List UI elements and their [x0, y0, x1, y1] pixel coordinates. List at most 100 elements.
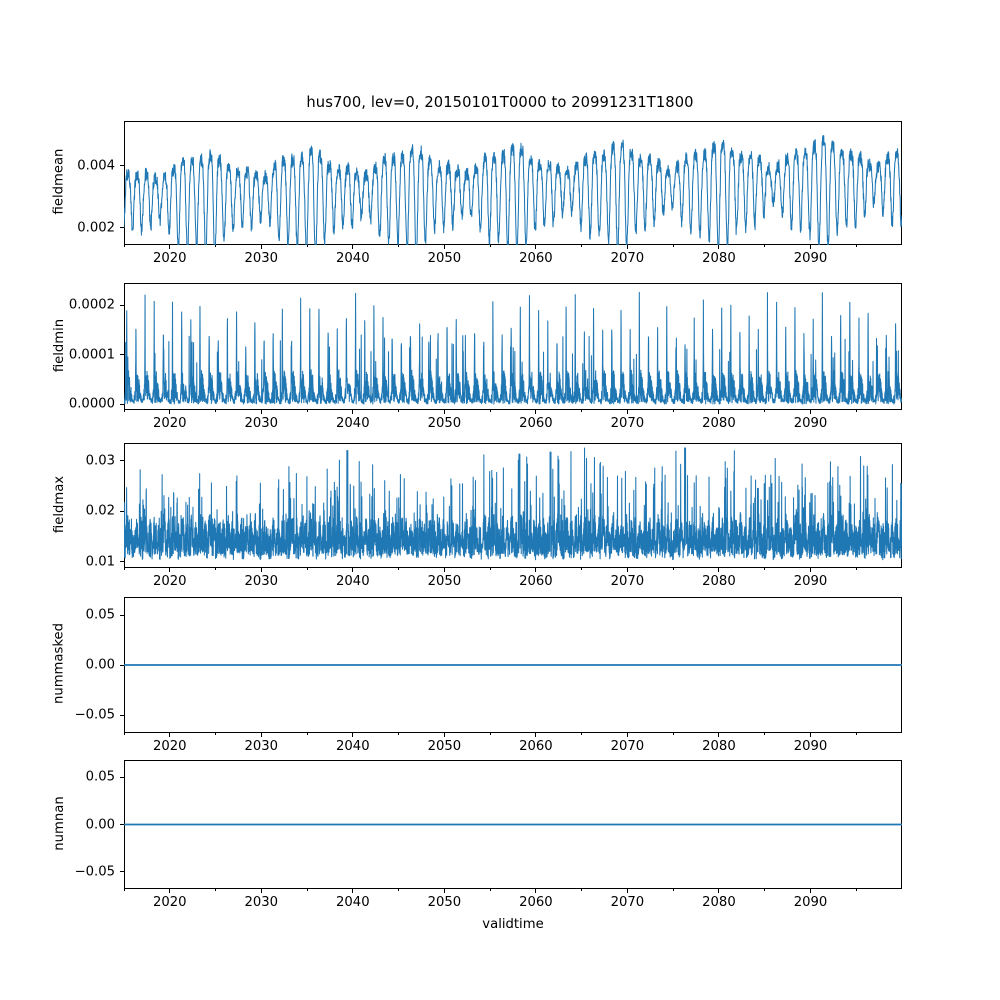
xtick-mark [535, 568, 537, 572]
xtick-mark [809, 245, 812, 249]
xtick-minor-mark [306, 568, 308, 571]
xtick-mark [260, 733, 262, 737]
xtick-minor-mark [398, 245, 400, 248]
xtick-label: 2050 [427, 574, 462, 589]
xtick-label: 2090 [793, 574, 828, 589]
xtick-label: 2020 [152, 574, 187, 589]
ytick-label-nummasked: 0.05 [85, 607, 115, 623]
xtick-label: 2050 [427, 895, 462, 910]
xtick-mark [809, 889, 812, 893]
xtick-mark [352, 568, 354, 572]
xtick-mark [352, 245, 354, 249]
subplot-nummasked [124, 597, 902, 733]
xtick-minor-mark [489, 889, 491, 892]
xtick-minor-mark [489, 410, 491, 413]
xtick-label: 2050 [427, 739, 462, 754]
xtick-label: 2020 [152, 251, 187, 266]
xtick-label: 2040 [336, 251, 370, 266]
xtick-mark [260, 410, 262, 414]
xtick-minor-mark [764, 733, 766, 736]
xtick-label: 2090 [793, 251, 828, 266]
xtick-minor-mark [398, 889, 400, 892]
xtick-minor-mark [398, 410, 400, 413]
ytick-mark-fieldmean [120, 227, 124, 229]
xtick-mark [626, 733, 628, 737]
figure-title: hus700, lev=0, 20150101T0000 to 20991231… [306, 94, 694, 111]
xtick-minor-mark [215, 889, 217, 892]
xtick-mark [718, 410, 720, 414]
data-line-fieldmean [124, 135, 902, 245]
xtick-mark [352, 733, 354, 737]
xtick-mark [169, 568, 171, 572]
xtick-minor-mark [672, 889, 674, 892]
xtick-mark [443, 733, 445, 737]
xtick-label: 2080 [702, 574, 736, 589]
xtick-minor-mark [581, 245, 583, 248]
xtick-minor-mark [306, 733, 308, 736]
ytick-label-fieldmin: 0.0001 [68, 347, 115, 363]
xtick-label: 2060 [519, 739, 553, 754]
xtick-label: 2040 [336, 574, 370, 589]
ytick-label-nummasked: −0.05 [74, 707, 115, 723]
ytick-mark-fieldmean [120, 165, 124, 167]
xtick-minor-mark [398, 733, 400, 736]
xtick-minor-mark [489, 245, 491, 248]
ytick-label-nummasked: 0.00 [85, 657, 115, 673]
xtick-label: 2050 [427, 416, 462, 431]
xtick-label: 2030 [244, 739, 279, 754]
xtick-mark [535, 889, 537, 893]
xtick-label: 2090 [793, 739, 828, 754]
xtick-minor-mark [855, 733, 857, 736]
xtick-minor-mark [581, 568, 583, 571]
ytick-label-fieldmax: 0.03 [85, 453, 115, 469]
data-line-numnan [124, 823, 902, 826]
ytick-mark-fieldmin [120, 354, 124, 356]
ytick-label-fieldmax: 0.01 [85, 554, 115, 570]
xtick-minor-mark [398, 568, 400, 571]
xtick-label: 2060 [519, 416, 553, 431]
xtick-mark [535, 410, 537, 414]
xtick-mark [260, 889, 262, 893]
xtick-minor-mark [764, 245, 766, 248]
xtick-label: 2070 [610, 251, 645, 266]
xtick-label: 2090 [793, 416, 828, 431]
xtick-minor-mark [855, 245, 857, 248]
xtick-mark [443, 245, 445, 249]
xtick-mark [352, 410, 354, 414]
xtick-mark [260, 245, 262, 249]
ytick-mark-nummasked [120, 714, 124, 716]
xtick-mark [535, 245, 537, 249]
xtick-mark [443, 568, 445, 572]
data-line-fieldmin [124, 291, 902, 405]
ytick-mark-fieldmax [120, 510, 124, 512]
xtick-mark [809, 410, 812, 414]
xtick-minor-mark [581, 733, 583, 736]
xtick-mark [626, 410, 628, 414]
subplot-fieldmin [124, 283, 902, 410]
ytick-label-numnan: 0.05 [85, 769, 115, 785]
xtick-mark [718, 245, 720, 249]
xtick-label: 2090 [793, 895, 828, 910]
xtick-mark [809, 733, 812, 737]
xtick-minor-mark [215, 733, 217, 736]
ytick-mark-numnan [120, 871, 124, 873]
xtick-mark [443, 410, 445, 414]
xtick-label: 2050 [427, 251, 462, 266]
xtick-mark [352, 889, 354, 893]
xtick-mark [169, 733, 171, 737]
xtick-mark [718, 889, 720, 893]
xtick-minor-mark [215, 245, 217, 248]
xtick-minor-mark [123, 889, 125, 892]
xtick-mark [260, 568, 262, 572]
xtick-label: 2020 [152, 416, 187, 431]
xtick-mark [718, 733, 720, 737]
xtick-minor-mark [581, 410, 583, 413]
xtick-label: 2060 [519, 251, 553, 266]
xtick-minor-mark [306, 889, 308, 892]
xtick-mark [626, 889, 628, 893]
xtick-mark [169, 889, 171, 893]
ytick-label-fieldmin: 0.0000 [68, 396, 115, 412]
xtick-label: 2070 [610, 895, 645, 910]
y-axis-label-numnan: numnan [51, 795, 67, 851]
